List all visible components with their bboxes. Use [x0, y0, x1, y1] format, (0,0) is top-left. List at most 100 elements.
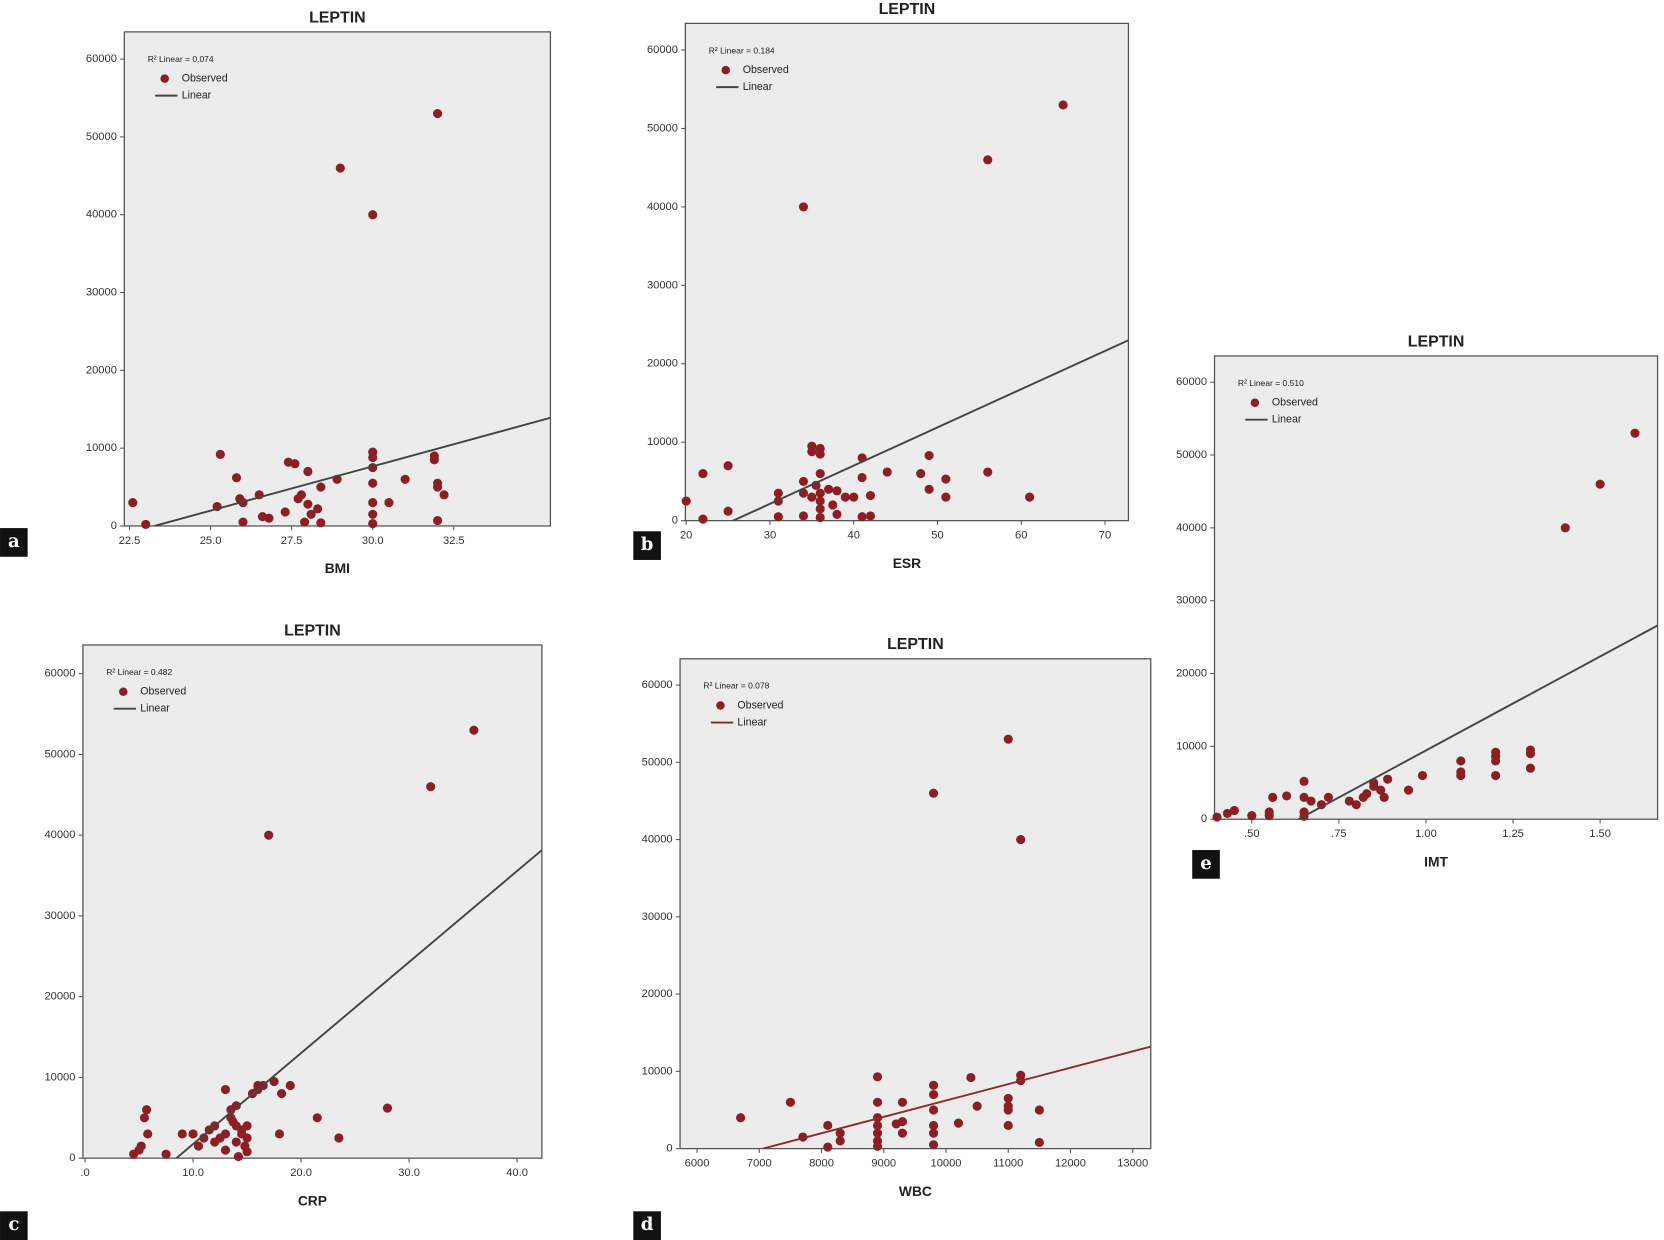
data-point — [1595, 479, 1605, 489]
y-tick-label: 50000 — [647, 122, 678, 134]
data-point — [815, 512, 825, 523]
data-point — [823, 1142, 833, 1152]
data-point — [941, 492, 951, 502]
y-tick-label: 50000 — [86, 131, 117, 143]
y-tick-label: 30000 — [86, 286, 117, 298]
data-point — [142, 1105, 152, 1115]
legend-label: Linear — [737, 716, 767, 728]
y-tick-label: 20000 — [44, 991, 75, 1003]
y-tick-label: 20000 — [642, 988, 673, 1000]
x-tick-label: 10.0 — [182, 1167, 204, 1179]
y-tick-label: 50000 — [44, 748, 75, 760]
data-point — [835, 1128, 845, 1138]
panel-label-box — [633, 531, 661, 560]
x-axis-label: CRP — [298, 1192, 327, 1208]
data-point — [1630, 428, 1640, 438]
panel-label-box — [633, 1211, 661, 1240]
x-tick-label: 13000 — [1117, 1157, 1148, 1169]
x-tick-label: 1.00 — [1415, 828, 1437, 840]
data-point — [835, 1136, 845, 1146]
x-tick-label: 1.50 — [1589, 828, 1611, 840]
data-point — [872, 1141, 883, 1151]
y-tick-label: 20000 — [86, 364, 117, 376]
data-point — [798, 476, 809, 487]
r-squared-annotation: R² Linear = 0.074 — [148, 54, 214, 64]
panel-label-box — [0, 1211, 28, 1240]
fit-line — [1298, 624, 1658, 820]
data-point — [433, 482, 443, 492]
x-tick-label: 7000 — [747, 1157, 772, 1169]
data-point — [1560, 523, 1570, 533]
data-point — [1212, 812, 1222, 822]
data-point — [798, 511, 809, 521]
data-point — [928, 1128, 939, 1138]
data-point — [872, 1072, 883, 1082]
data-point — [220, 1084, 231, 1095]
r-squared-annotation: R² Linear = 0.482 — [106, 667, 172, 677]
data-point — [798, 488, 809, 498]
x-tick-label: 40.0 — [506, 1167, 528, 1179]
data-point — [433, 515, 443, 526]
x-tick-label: 11000 — [993, 1157, 1023, 1169]
x-tick-label: 25.0 — [200, 535, 222, 547]
legend-label: Linear — [1272, 414, 1302, 426]
y-tick-label: 10000 — [86, 442, 117, 454]
data-point — [785, 1097, 795, 1107]
x-tick-label: 9000 — [871, 1157, 896, 1169]
data-point — [723, 461, 733, 471]
legend-label: Linear — [743, 81, 773, 93]
panel-label-box — [1192, 850, 1220, 879]
data-point — [368, 509, 378, 519]
data-point — [1003, 734, 1013, 744]
data-point — [815, 469, 825, 479]
data-point — [469, 725, 479, 735]
data-point — [1491, 770, 1501, 781]
data-point — [1025, 492, 1035, 502]
data-point — [1323, 792, 1333, 802]
data-point — [1362, 789, 1372, 799]
x-axis-label: ESR — [893, 555, 921, 571]
data-point — [840, 492, 850, 502]
panel-label: b — [641, 534, 654, 555]
data-point — [334, 1133, 344, 1143]
y-tick-label: 40000 — [86, 209, 117, 221]
data-point — [231, 1101, 241, 1111]
data-point — [798, 202, 809, 212]
x-tick-label: 20.0 — [290, 1167, 312, 1179]
data-point — [1525, 749, 1536, 759]
data-point — [882, 467, 892, 477]
data-point — [382, 1103, 393, 1113]
fit-line — [762, 1045, 1151, 1149]
data-point — [1403, 785, 1414, 795]
y-tick-label: 50000 — [1176, 449, 1207, 461]
data-point — [231, 473, 242, 483]
legend-label: Linear — [182, 89, 212, 101]
plot-area — [123, 31, 552, 527]
data-point — [316, 482, 326, 492]
chart-panel: LEPTIN IMT 0 10000 20000 30000 40000 50000 60000… — [1176, 333, 1659, 879]
data-point — [1034, 1105, 1044, 1115]
data-point — [872, 1120, 883, 1131]
data-point — [368, 210, 378, 220]
data-point — [303, 499, 313, 509]
data-point — [136, 1141, 146, 1151]
data-point — [1003, 1105, 1013, 1115]
x-tick-label: .0 — [80, 1167, 89, 1179]
x-axis-label: IMT — [1424, 853, 1448, 869]
data-point — [983, 467, 993, 477]
data-point — [290, 459, 300, 469]
data-point — [941, 474, 951, 484]
x-tick-label: 40 — [848, 529, 860, 541]
data-point — [1456, 756, 1466, 766]
data-point — [368, 498, 378, 508]
data-point — [193, 1141, 204, 1151]
x-tick-label: 32.5 — [443, 535, 465, 547]
data-point — [824, 484, 834, 494]
data-point — [300, 517, 310, 527]
data-point — [1379, 792, 1389, 802]
chart-title: LEPTIN — [309, 9, 366, 26]
data-point — [274, 1129, 285, 1139]
data-point — [242, 1147, 252, 1157]
data-point — [242, 1121, 252, 1131]
